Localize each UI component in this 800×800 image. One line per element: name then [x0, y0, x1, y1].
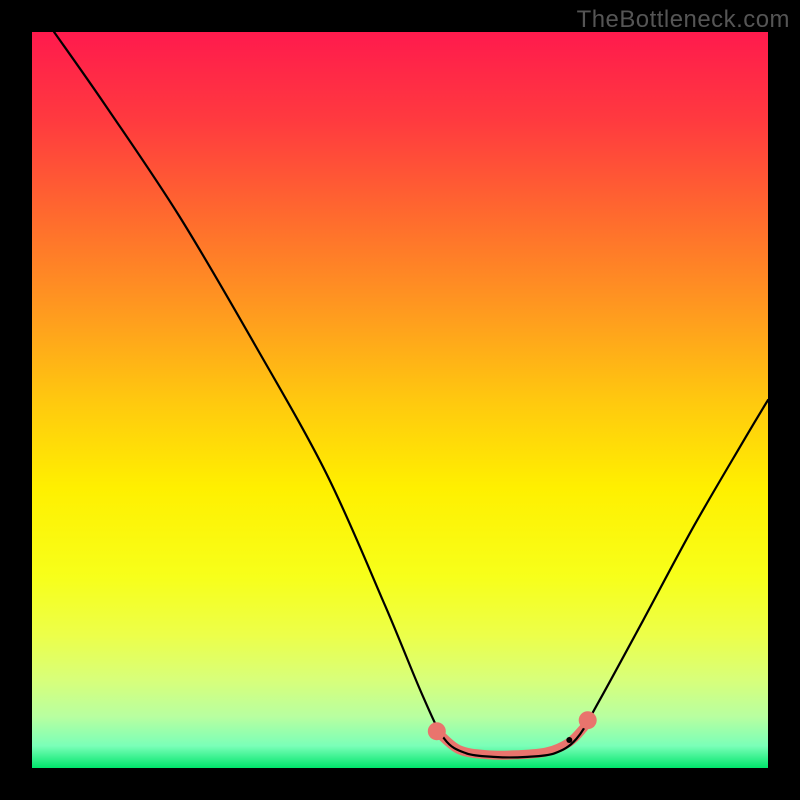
bottleneck-v-curve — [54, 32, 768, 757]
chart-root: TheBottleneck.com — [0, 0, 800, 800]
system-marker-dot — [566, 737, 572, 743]
highlight-end-dot — [428, 722, 446, 740]
curve-layer — [0, 0, 800, 800]
highlight-end-dot — [579, 711, 597, 729]
